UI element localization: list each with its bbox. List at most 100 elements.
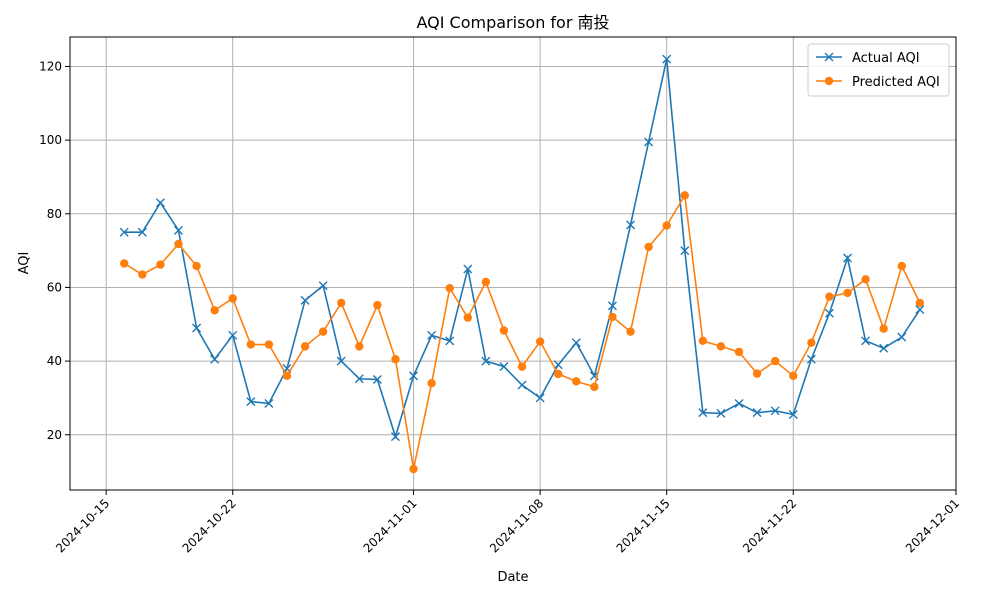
data-point-x-marker	[861, 336, 871, 346]
x-tick-label: 2024-11-08	[487, 496, 546, 555]
data-point-circle-marker	[120, 259, 129, 268]
legend-x-marker	[824, 52, 834, 62]
legend-box	[807, 43, 950, 97]
data-point-circle-marker	[879, 324, 888, 333]
data-point-x-marker	[571, 338, 581, 348]
data-point-x-marker	[770, 406, 780, 416]
y-tick-label: 40	[47, 354, 62, 368]
data-point-circle-marker	[463, 313, 472, 322]
series-line	[124, 58, 921, 440]
data-point-circle-marker	[716, 342, 726, 351]
data-point-x-marker	[300, 295, 310, 305]
data-point-circle-marker	[572, 377, 581, 386]
data-point-circle-marker	[825, 292, 834, 301]
data-point-x-marker	[607, 301, 617, 311]
data-point-circle-marker	[626, 327, 635, 336]
data-point-circle-marker	[282, 371, 292, 381]
series-line	[123, 192, 921, 470]
chart-title: AQI Comparison for 南投	[416, 13, 609, 32]
data-point-circle-marker	[210, 306, 219, 315]
x-axis-label: Date	[497, 570, 528, 585]
legend-circle-marker	[824, 76, 834, 86]
data-point-circle-marker	[807, 338, 816, 347]
data-point-x-marker	[463, 264, 473, 274]
data-point-circle-marker	[554, 369, 563, 379]
data-point-circle-marker	[373, 300, 382, 310]
data-point-x-marker	[409, 371, 419, 381]
data-point-circle-marker	[445, 283, 454, 293]
data-point-circle-marker	[174, 239, 183, 249]
x-tick-label: 2024-11-01	[360, 496, 419, 555]
data-point-x-marker	[445, 336, 455, 346]
data-point-circle-marker	[337, 298, 346, 308]
y-axis-label: AQI	[17, 252, 32, 275]
data-point-x-marker	[752, 408, 762, 418]
data-point-circle-marker	[481, 277, 491, 287]
data-point-x-marker	[228, 330, 238, 340]
data-point-circle-marker	[300, 342, 310, 351]
series-actual-aqi	[119, 54, 925, 442]
x-tick-label: 2024-10-22	[180, 496, 239, 555]
data-point-circle-marker	[517, 362, 527, 371]
data-point-x-marker	[517, 380, 527, 390]
data-point-circle-marker	[192, 261, 201, 271]
data-point-circle-marker	[318, 327, 328, 336]
data-point-x-marker	[806, 354, 816, 364]
data-point-x-marker	[372, 375, 382, 385]
data-point-circle-marker	[590, 382, 599, 392]
data-point-x-marker	[264, 398, 274, 408]
data-point-circle-marker	[662, 221, 671, 230]
data-point-x-marker	[390, 432, 400, 442]
data-point-circle-marker	[644, 242, 653, 252]
y-tick-label: 120	[39, 59, 62, 73]
y-axis-ticks: 20 40 60 80 100 120	[39, 59, 70, 442]
data-point-x-marker	[336, 356, 346, 366]
data-point-x-marker	[119, 227, 129, 237]
data-point-x-marker	[354, 374, 364, 384]
legend-entry: Predicted AQI	[816, 75, 940, 90]
data-point-circle-marker	[156, 260, 165, 269]
y-tick-label: 80	[47, 207, 62, 221]
data-point-circle-marker	[246, 340, 256, 349]
data-point-circle-marker	[734, 347, 744, 357]
x-tick-label: 2024-12-01	[903, 496, 962, 555]
y-tick-label: 60	[47, 280, 62, 294]
data-point-x-marker	[553, 360, 563, 370]
data-point-x-marker	[644, 137, 654, 147]
data-point-x-marker	[137, 227, 147, 237]
x-tick-label: 2024-11-15	[614, 496, 673, 555]
series-predicted-aqi	[120, 191, 925, 474]
data-point-circle-marker	[608, 312, 617, 322]
data-point-x-marker	[716, 408, 726, 418]
data-point-circle-marker	[228, 294, 237, 303]
legend-entry: Actual AQI	[816, 51, 920, 66]
data-point-circle-marker	[427, 378, 436, 388]
data-point-x-marker	[662, 54, 672, 64]
data-point-x-marker	[879, 343, 889, 353]
data-point-circle-marker	[698, 336, 708, 346]
data-point-x-marker	[897, 332, 907, 342]
data-point-x-marker	[535, 393, 545, 403]
legend-label: Predicted AQI	[852, 75, 940, 90]
data-point-circle-marker	[861, 275, 870, 284]
data-point-x-marker	[318, 281, 328, 291]
data-point-x-marker	[734, 398, 744, 408]
data-point-circle-marker	[535, 337, 545, 346]
data-point-circle-marker	[915, 298, 925, 308]
data-point-x-marker	[915, 305, 925, 315]
data-point-x-marker	[427, 330, 437, 340]
x-axis-ticks: 2024-10-15 2024-10-22 2024-11-01 2024-11-08…	[53, 490, 962, 555]
data-point-x-marker	[680, 246, 690, 256]
x-tick-label: 2024-10-15	[53, 496, 112, 555]
data-point-circle-marker	[752, 369, 762, 378]
series-layer	[119, 54, 925, 474]
data-point-circle-marker	[138, 270, 147, 279]
data-point-circle-marker	[770, 356, 780, 366]
data-point-x-marker	[210, 354, 220, 364]
data-point-x-marker	[824, 308, 834, 318]
data-point-circle-marker	[789, 371, 798, 381]
data-point-x-marker	[843, 253, 853, 263]
data-point-x-marker	[481, 356, 491, 366]
data-point-circle-marker	[391, 355, 400, 364]
data-point-circle-marker	[843, 288, 852, 298]
